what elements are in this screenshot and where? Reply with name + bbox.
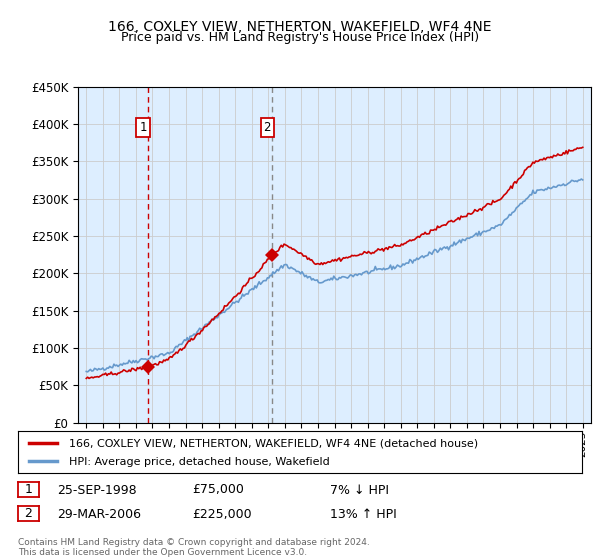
Text: 2: 2 <box>25 507 32 520</box>
Text: 13% ↑ HPI: 13% ↑ HPI <box>330 507 397 521</box>
Text: 166, COXLEY VIEW, NETHERTON, WAKEFIELD, WF4 4NE (detached house): 166, COXLEY VIEW, NETHERTON, WAKEFIELD, … <box>69 439 478 449</box>
Text: 7% ↓ HPI: 7% ↓ HPI <box>330 483 389 497</box>
Text: 25-SEP-1998: 25-SEP-1998 <box>57 483 137 497</box>
Text: £75,000: £75,000 <box>192 483 244 497</box>
Text: 2: 2 <box>263 122 271 134</box>
Text: 1: 1 <box>139 122 147 134</box>
Text: 166, COXLEY VIEW, NETHERTON, WAKEFIELD, WF4 4NE: 166, COXLEY VIEW, NETHERTON, WAKEFIELD, … <box>108 20 492 34</box>
Text: Contains HM Land Registry data © Crown copyright and database right 2024.
This d: Contains HM Land Registry data © Crown c… <box>18 538 370 557</box>
Text: Price paid vs. HM Land Registry's House Price Index (HPI): Price paid vs. HM Land Registry's House … <box>121 31 479 44</box>
Text: HPI: Average price, detached house, Wakefield: HPI: Average price, detached house, Wake… <box>69 458 329 467</box>
Text: £225,000: £225,000 <box>192 507 251 521</box>
Text: 1: 1 <box>25 483 32 496</box>
Text: 29-MAR-2006: 29-MAR-2006 <box>57 507 141 521</box>
